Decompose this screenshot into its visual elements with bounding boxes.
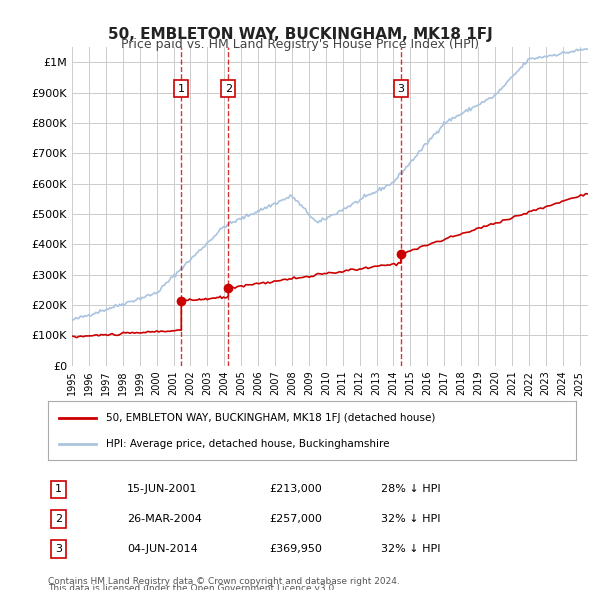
Text: 1: 1: [55, 484, 62, 494]
Text: 32% ↓ HPI: 32% ↓ HPI: [380, 514, 440, 524]
Text: 2: 2: [225, 84, 232, 94]
Text: Contains HM Land Registry data © Crown copyright and database right 2024.: Contains HM Land Registry data © Crown c…: [48, 577, 400, 586]
Text: 32% ↓ HPI: 32% ↓ HPI: [380, 544, 440, 554]
Text: 28% ↓ HPI: 28% ↓ HPI: [380, 484, 440, 494]
Text: £257,000: £257,000: [270, 514, 323, 524]
Text: 2: 2: [55, 514, 62, 524]
Text: 26-MAR-2004: 26-MAR-2004: [127, 514, 202, 524]
Text: 3: 3: [55, 544, 62, 554]
Text: 50, EMBLETON WAY, BUCKINGHAM, MK18 1FJ: 50, EMBLETON WAY, BUCKINGHAM, MK18 1FJ: [107, 27, 493, 41]
Text: £369,950: £369,950: [270, 544, 323, 554]
Text: £213,000: £213,000: [270, 484, 323, 494]
Text: This data is licensed under the Open Government Licence v3.0.: This data is licensed under the Open Gov…: [48, 584, 337, 590]
Text: 50, EMBLETON WAY, BUCKINGHAM, MK18 1FJ (detached house): 50, EMBLETON WAY, BUCKINGHAM, MK18 1FJ (…: [106, 413, 436, 422]
Text: HPI: Average price, detached house, Buckinghamshire: HPI: Average price, detached house, Buck…: [106, 439, 389, 448]
Text: 04-JUN-2014: 04-JUN-2014: [127, 544, 198, 554]
Text: 3: 3: [397, 84, 404, 94]
Text: 1: 1: [178, 84, 185, 94]
Text: 15-JUN-2001: 15-JUN-2001: [127, 484, 198, 494]
Text: Price paid vs. HM Land Registry's House Price Index (HPI): Price paid vs. HM Land Registry's House …: [121, 38, 479, 51]
